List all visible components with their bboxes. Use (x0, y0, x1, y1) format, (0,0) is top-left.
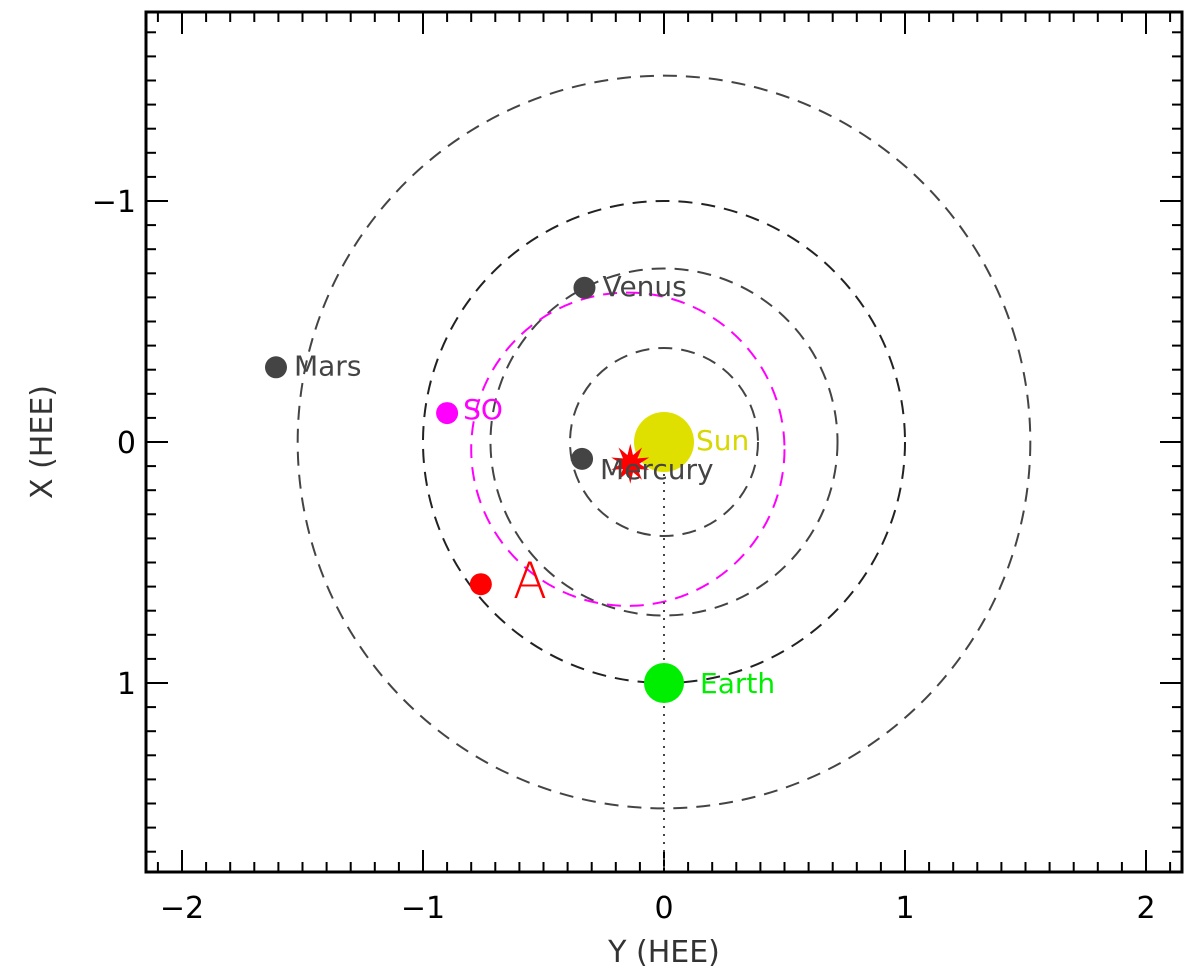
x-tick-label: −2 (160, 891, 204, 926)
a-label: A (513, 552, 547, 610)
axis-ticks (146, 12, 1182, 872)
y-axis-label: X (HEE) (25, 385, 60, 499)
sun-marker (634, 412, 694, 472)
so-label: SO (463, 393, 503, 426)
flare-star-marker (611, 443, 650, 484)
mercury-label: Mercury (600, 453, 714, 486)
mercury-marker (571, 447, 594, 470)
y-tick-label: −1 (92, 185, 136, 220)
orbit-mercury (569, 347, 759, 537)
venus-marker (573, 276, 596, 299)
mars-marker (264, 356, 287, 379)
planet-markers (264, 276, 694, 703)
x-tick-label: 1 (895, 891, 914, 926)
y-tick-label: 0 (117, 426, 136, 461)
a-marker (469, 573, 492, 596)
x-tick-label: 2 (1136, 891, 1155, 926)
sun-label: Sun (696, 424, 749, 457)
x-axis-label: Y (HEE) (607, 935, 720, 970)
orbit-venus (489, 267, 839, 617)
earth-label: Earth (700, 667, 775, 700)
venus-label: Venus (602, 270, 686, 303)
x-tick-label: −1 (401, 891, 445, 926)
orbit-so (470, 291, 786, 607)
y-tick-label: 1 (117, 667, 136, 702)
tick-label-group: −2 −1 0 1 2 −1 0 1 (92, 185, 1156, 926)
orbit-mars (296, 74, 1032, 810)
mars-label: Mars (294, 349, 361, 382)
earth-marker (644, 663, 684, 703)
so-marker (436, 402, 459, 425)
x-tick-label: 0 (654, 891, 673, 926)
